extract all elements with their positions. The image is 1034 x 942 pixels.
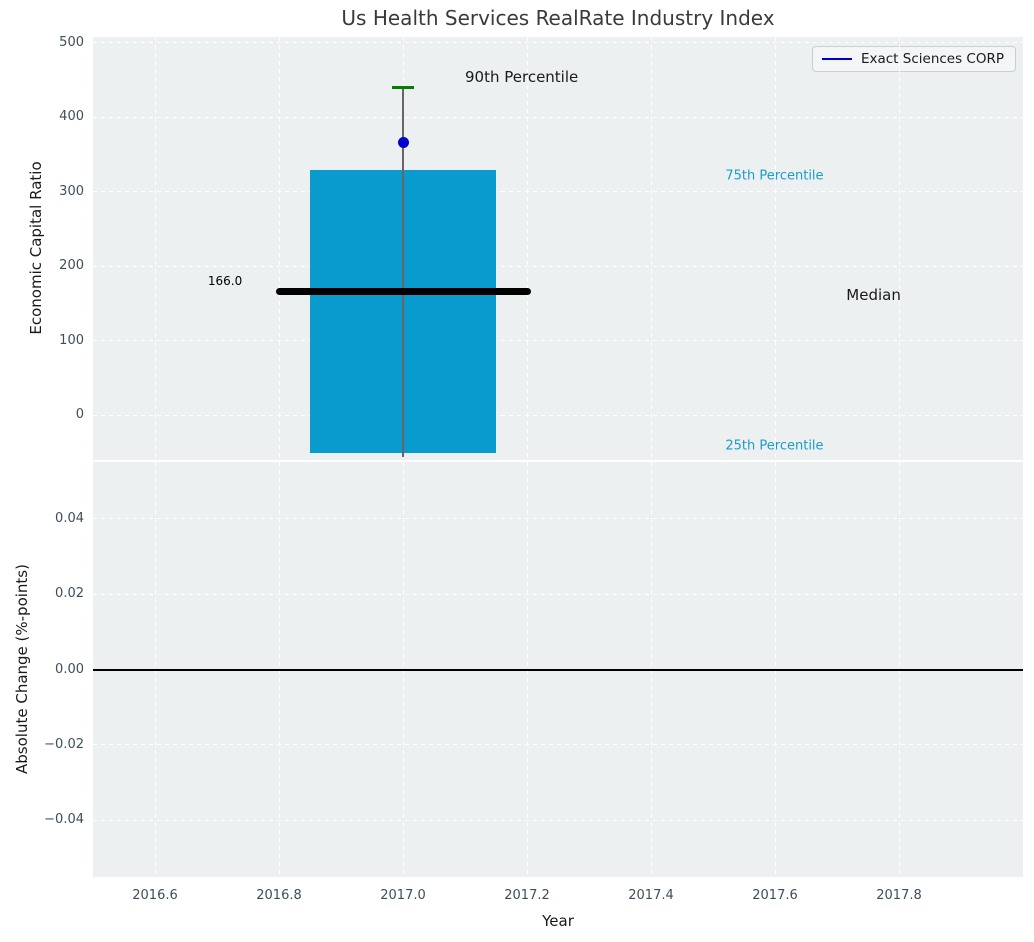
gridline-horizontal [93, 518, 1023, 520]
gridline-horizontal [93, 414, 1023, 416]
median-line [275, 288, 531, 296]
y-tick-label: 0.04 [55, 510, 84, 526]
gridline-horizontal [93, 116, 1023, 118]
annotation-75th-percentile: 75th Percentile [725, 168, 824, 184]
y-tick-label: 0.02 [55, 586, 84, 602]
gridline-vertical [774, 37, 776, 460]
gridline-vertical [526, 37, 528, 460]
gridline-horizontal [93, 340, 1023, 342]
legend: Exact Sciences CORP [811, 46, 1016, 72]
x-tick-label: 2017.0 [380, 888, 426, 903]
annotation-median-value: 166.0 [207, 274, 243, 289]
y-tick-label: −0.04 [44, 812, 84, 828]
gridline-vertical [650, 37, 652, 460]
chart-title: Us Health Services RealRate Industry Ind… [341, 6, 775, 30]
top-axes: Exact Sciences CORP 90th Percentile 75th … [93, 37, 1023, 460]
x-tick-label: 2017.4 [628, 888, 674, 903]
whisker-line [402, 87, 404, 458]
y-tick-label: 500 [59, 34, 84, 50]
gridline-horizontal [93, 819, 1023, 821]
gridline-vertical [898, 37, 900, 460]
legend-label: Exact Sciences CORP [860, 51, 1004, 67]
gridline-horizontal [93, 42, 1023, 44]
company-data-point [397, 136, 409, 148]
y-tick-label: 300 [59, 183, 84, 199]
x-axis-label: Year [542, 912, 574, 930]
bottom-axes [93, 462, 1023, 877]
legend-line-swatch [821, 57, 852, 61]
gridline-horizontal [93, 191, 1023, 193]
gridline-horizontal [93, 265, 1023, 267]
zero-line [93, 668, 1023, 671]
x-tick-label: 2016.6 [132, 888, 178, 903]
y-tick-label: 200 [59, 258, 84, 274]
gridline-horizontal [93, 593, 1023, 595]
x-tick-label: 2017.6 [752, 888, 798, 903]
y-tick-label: 0.00 [55, 661, 84, 677]
gridline-vertical [154, 37, 156, 460]
y-tick-label: 0 [75, 407, 84, 423]
y-tick-label: −0.02 [44, 736, 84, 752]
x-tick-label: 2017.8 [876, 888, 922, 903]
annotation-90th-percentile: 90th Percentile [465, 68, 579, 87]
annotation-median: Median [846, 285, 901, 304]
whisker-cap-90th [392, 86, 414, 90]
gridline-horizontal [93, 744, 1023, 746]
y-tick-label: 100 [59, 332, 84, 348]
x-tick-label: 2017.2 [504, 888, 550, 903]
x-tick-label: 2016.8 [256, 888, 302, 903]
gridline-vertical [278, 37, 280, 460]
annotation-25th-percentile: 25th Percentile [725, 438, 824, 454]
y-tick-label: 400 [59, 109, 84, 125]
